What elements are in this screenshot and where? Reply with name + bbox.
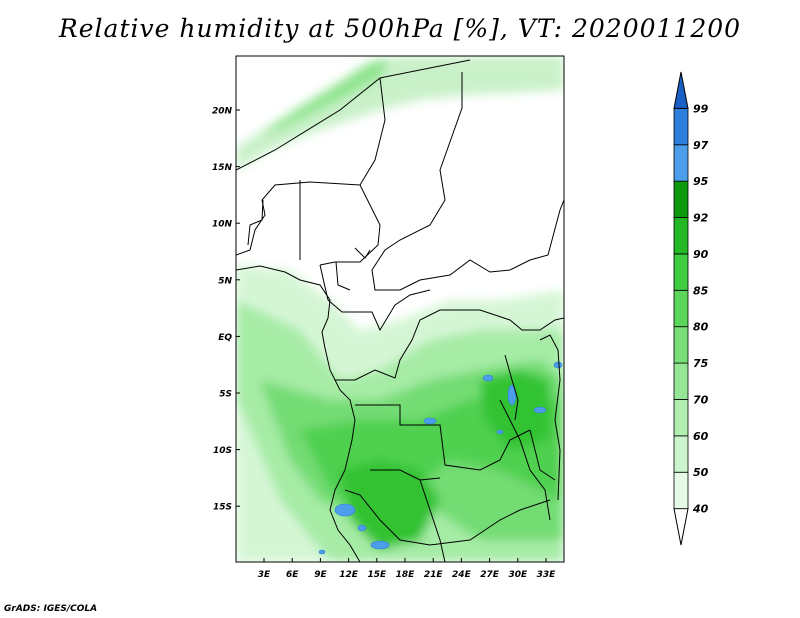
colorbar-label: 75 — [693, 357, 709, 370]
lon-label: 30E — [508, 570, 528, 580]
colorbar-segment — [673, 107, 689, 146]
colorbar-label: 92 — [693, 212, 709, 225]
colorbar-label: 97 — [693, 139, 709, 152]
colorbar-segment — [673, 253, 689, 291]
lon-label: 12E — [339, 570, 359, 580]
colorbar-upper-triangle — [673, 71, 689, 109]
lat-label: 15N — [212, 163, 233, 173]
colorbar: 40 50 60 70 75 80 85 90 92 95 97 99 — [673, 71, 709, 546]
lat-label: 10N — [212, 220, 233, 230]
colorbar-label: 85 — [693, 284, 709, 297]
latitude-axis: 20N 15N 10N 5N EQ 5S 10S 15S — [212, 107, 240, 513]
lat-label: EQ — [218, 333, 232, 343]
lat-label: 10S — [213, 446, 232, 456]
humidity-field — [236, 56, 564, 562]
longitude-axis: 3E 6E 9E 12E 15E 18E 21E 24E 27E 30E 33E — [258, 558, 556, 580]
colorbar-label: 50 — [693, 466, 709, 479]
lon-label: 15E — [367, 570, 387, 580]
lon-label: 9E — [314, 570, 327, 580]
lon-label: 33E — [537, 570, 557, 580]
lon-label: 3E — [258, 570, 271, 580]
colorbar-label: 99 — [693, 102, 709, 115]
lon-label: 24E — [452, 570, 472, 580]
colorbar-label: 70 — [693, 393, 709, 406]
colorbar-segment — [673, 471, 689, 510]
colorbar-segment — [673, 217, 689, 255]
map-title: Relative humidity at 500hPa [%], VT: 202… — [58, 14, 742, 43]
plot-frame — [235, 55, 565, 563]
credit-label: GrADS: IGES/COLA — [4, 604, 98, 614]
country-borders — [236, 59, 564, 562]
lat-label: 20N — [212, 107, 233, 117]
lon-label: 27E — [480, 570, 500, 580]
colorbar-label: 60 — [693, 430, 709, 443]
colorbar-segment — [673, 362, 689, 400]
lat-label: 5S — [219, 390, 232, 400]
colorbar-label: 95 — [693, 175, 709, 188]
colorbar-label: 90 — [693, 248, 709, 261]
colorbar-segment — [673, 326, 689, 364]
colorbar-segment — [673, 399, 689, 437]
colorbar-label: 40 — [692, 503, 709, 516]
colorbar-lower-triangle — [673, 508, 689, 546]
lon-label: 18E — [396, 570, 416, 580]
lon-label: 6E — [286, 570, 299, 580]
colorbar-segment — [673, 435, 689, 473]
colorbar-segment — [673, 289, 689, 328]
lat-label: 15S — [213, 503, 232, 513]
lat-label: 5N — [218, 276, 232, 286]
lon-label: 21E — [424, 570, 444, 580]
colorbar-label: 80 — [693, 321, 709, 334]
colorbar-segment — [673, 144, 689, 182]
colorbar-segment — [673, 180, 689, 218]
